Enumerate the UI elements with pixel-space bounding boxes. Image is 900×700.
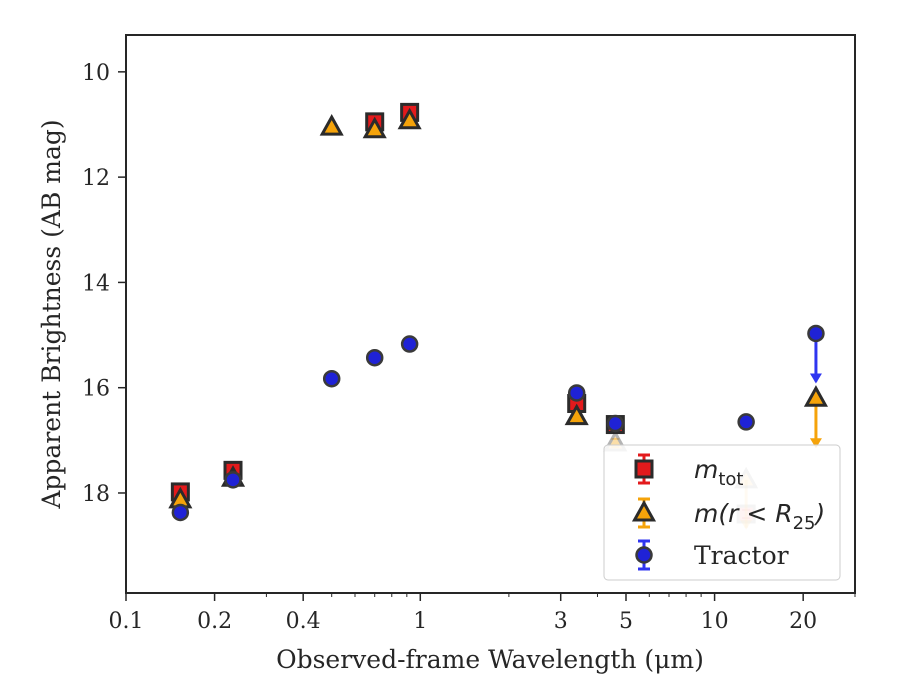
- legend-label: Tractor: [694, 541, 789, 570]
- x-tick-label: 3: [554, 609, 568, 634]
- legend-label: mtot: [694, 455, 744, 490]
- y-tick-label: 12: [82, 166, 110, 191]
- x-axis-label: Observed-frame Wavelength (μm): [276, 645, 704, 674]
- legend-triangle-marker: [631, 499, 657, 522]
- y-tick-label: 18: [82, 482, 110, 507]
- legend-label-main: m: [694, 455, 718, 484]
- x-tick-label: 0.1: [109, 609, 144, 634]
- legend-label-subscript: 25: [793, 513, 816, 534]
- data-point-2-3: [365, 348, 384, 367]
- circle-marker: [322, 369, 341, 388]
- tick-layer: 0.1 0.2 0.4 1 3 5 10 20 10 12 14 16 18: [82, 61, 856, 634]
- legend-label-main: m(r < R: [694, 499, 793, 528]
- triangle-marker: [362, 116, 387, 139]
- circle-marker: [737, 413, 755, 431]
- x-tick-label: 0.4: [286, 609, 321, 634]
- x-tick-label: 0.2: [197, 609, 232, 634]
- circle-marker: [567, 384, 586, 402]
- triangle-marker: [397, 107, 422, 130]
- data-point-1-5: [564, 403, 589, 426]
- legend: mtot m(r < R25) Tractor: [603, 444, 841, 581]
- circle-marker: [365, 348, 384, 367]
- y-axis-label: Apparent Brightness (AB mag): [37, 119, 66, 509]
- y-tick-label: 14: [82, 271, 110, 296]
- data-point-1-4: [397, 107, 422, 130]
- legend-label-main: Tractor: [694, 541, 789, 570]
- triangle-marker: [803, 385, 828, 407]
- legend-label: m(r < R25): [694, 499, 825, 534]
- data-point-1-2: [319, 114, 344, 136]
- data-point-2-1: [224, 471, 242, 489]
- circle-marker: [400, 335, 419, 353]
- y-tick-label: 16: [82, 377, 110, 402]
- circle-marker: [224, 471, 242, 489]
- legend-entry-2: Tractor: [635, 539, 789, 571]
- data-point-1-8: [803, 385, 828, 449]
- data-point-2-7: [737, 413, 755, 431]
- x-tick-label: 20: [789, 609, 817, 634]
- data-point-1-3: [362, 116, 387, 139]
- x-tick-label: 5: [619, 609, 633, 634]
- y-tick-label: 10: [82, 61, 110, 86]
- legend-square-marker: [634, 459, 654, 479]
- plot-frame: [125, 34, 856, 594]
- circle-marker: [171, 503, 190, 522]
- legend-label-end: ): [814, 499, 826, 528]
- circle-marker: [606, 414, 625, 433]
- legend-entry-1: m(r < R25): [631, 497, 825, 534]
- data-point-2-0: [171, 503, 190, 522]
- legend-label-subscript: tot: [718, 469, 743, 490]
- triangle-marker: [564, 403, 589, 426]
- data-point-2-4: [400, 335, 419, 353]
- data-point-layer: [168, 102, 828, 530]
- data-point-2-5: [567, 384, 586, 402]
- triangle-marker: [319, 114, 344, 136]
- upper-limit-arrowhead: [809, 438, 822, 449]
- legend-entry-0: mtot: [634, 453, 744, 490]
- legend-box: [603, 444, 841, 581]
- circle-marker: [807, 324, 825, 343]
- data-point-2-2: [322, 369, 341, 388]
- data-point-2-6: [606, 414, 625, 433]
- x-tick-label: 1: [413, 609, 427, 634]
- legend-circle-marker: [635, 546, 653, 564]
- data-point-2-8: [807, 324, 825, 384]
- x-tick-label: 10: [701, 609, 729, 634]
- upper-limit-arrowhead: [809, 373, 822, 384]
